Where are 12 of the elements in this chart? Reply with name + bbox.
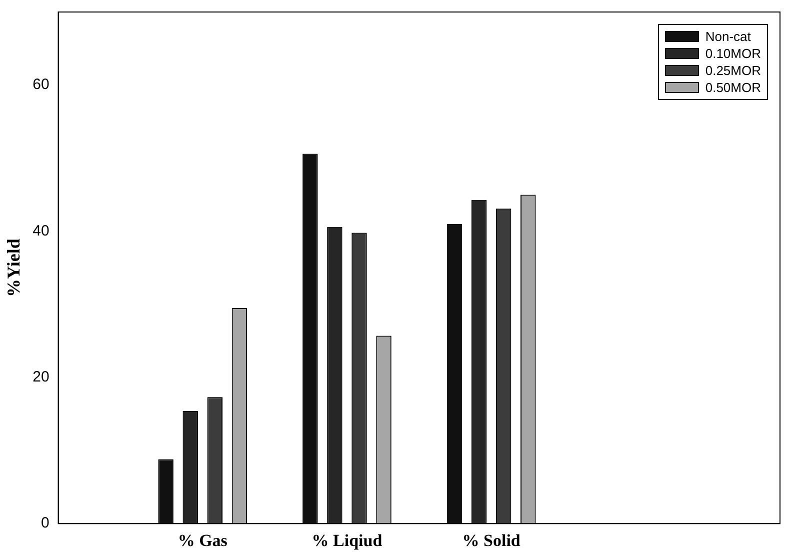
y-tick-label: 60: [32, 76, 50, 94]
legend-label: Non-cat: [705, 29, 751, 44]
x-tick-label: % Gas: [178, 531, 228, 550]
x-tick-label: % Solid: [462, 531, 521, 550]
y-axis-title: %Yield: [3, 238, 24, 297]
x-tick-label: % Liqiud: [312, 531, 383, 550]
legend-label: 0.10MOR: [705, 46, 761, 61]
legend-label: 0.50MOR: [705, 80, 761, 95]
y-tick-label: 40: [32, 222, 50, 240]
legend-label: 0.25MOR: [705, 63, 761, 78]
y-tick-label: 0: [40, 514, 50, 532]
y-tick-label: 20: [32, 368, 50, 386]
